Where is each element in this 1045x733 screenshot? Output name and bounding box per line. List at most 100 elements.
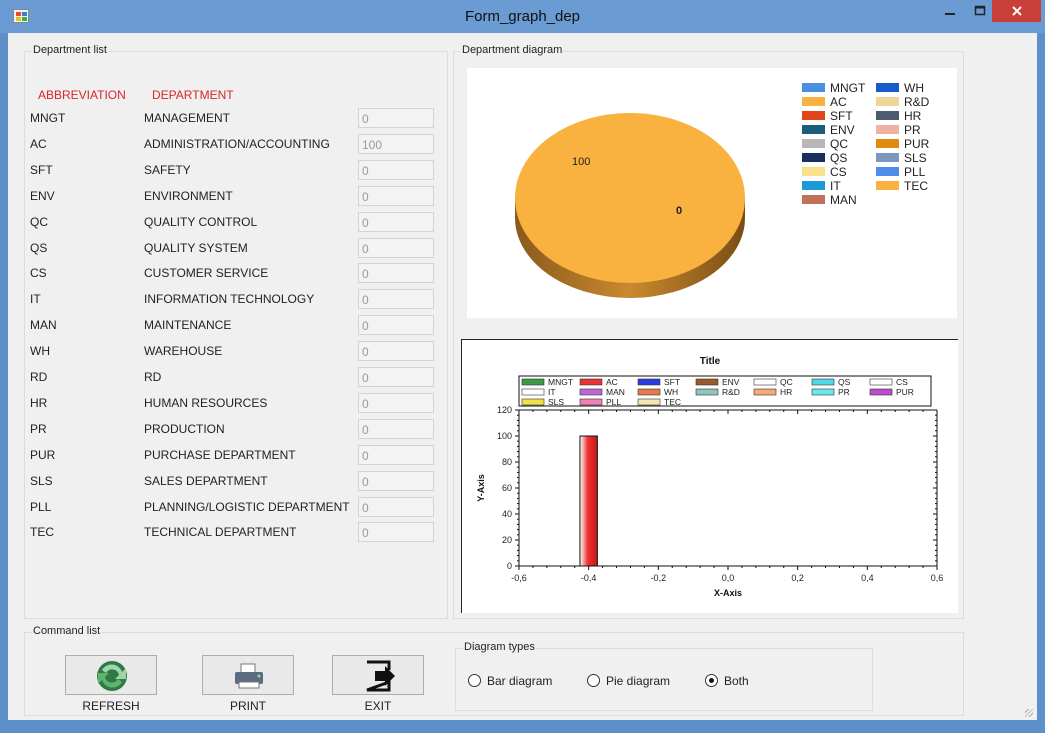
department-abbreviation: QC — [30, 214, 48, 229]
bar-legend-swatch — [521, 378, 545, 386]
x-axis-title: X-Axis — [714, 588, 742, 598]
bar-chart-title: Title — [700, 356, 721, 367]
department-value-field[interactable]: 0 — [358, 418, 434, 439]
department-row: PLL PLANNING/LOGISTIC DEPARTMENT 0 — [25, 496, 447, 517]
department-value-field[interactable]: 0 — [358, 289, 434, 310]
y-tick-label: 80 — [502, 457, 512, 467]
refresh-icon — [97, 661, 127, 691]
bar-legend-label: PR — [838, 387, 850, 397]
department-row: QC QUALITY CONTROL 0 — [25, 211, 447, 232]
pie-legend-swatch — [802, 125, 825, 134]
department-name: QUALITY SYSTEM — [144, 240, 248, 255]
department-value-field[interactable]: 0 — [358, 108, 434, 128]
pie-legend-swatch — [802, 195, 825, 204]
bar-legend-label: SFT — [664, 377, 680, 387]
close-icon — [1011, 6, 1022, 16]
department-value-field[interactable]: 0 — [358, 263, 434, 284]
pie-legend-swatch — [802, 83, 825, 92]
department-value-field[interactable]: 0 — [358, 470, 434, 491]
department-value-field[interactable]: 0 — [358, 496, 434, 517]
minimize-button[interactable] — [930, 0, 970, 22]
pie-chart: 100 0 — [515, 113, 745, 298]
department-diagram-group: Department diagram 100 0 MNGT AC SFT ENV QC Q… — [453, 44, 964, 619]
bar-legend-swatch — [753, 388, 777, 396]
pie-chart-panel: 100 0 MNGT AC SFT ENV QC QS CS IT MAN WH R&D HR PR PU… — [467, 68, 957, 318]
pie-legend-label: HR — [904, 109, 922, 123]
pie-legend-swatch — [802, 167, 825, 176]
printer-icon — [235, 663, 263, 689]
pie-label-ac: 100 — [572, 156, 590, 168]
department-abbreviation: PUR — [30, 447, 56, 462]
department-value-field[interactable]: 0 — [358, 159, 434, 180]
bar-legend-label: QC — [780, 377, 793, 387]
department-value-field[interactable]: 0 — [358, 237, 434, 258]
department-name: MANAGEMENT — [144, 111, 231, 125]
print-button[interactable] — [202, 655, 294, 695]
department-value-field[interactable]: 0 — [358, 522, 434, 543]
bar-legend-swatch — [637, 378, 661, 386]
department-value-field[interactable]: 0 — [358, 444, 434, 465]
department-value-field[interactable]: 0 — [358, 315, 434, 336]
pie-legend-swatch — [876, 111, 899, 120]
department-value-field[interactable]: 0 — [358, 367, 434, 387]
x-tick-label: 0,2 — [791, 573, 804, 583]
department-name: SAFETY — [144, 162, 191, 177]
department-row: WH WAREHOUSE 0 — [25, 341, 447, 362]
pie-legend-swatch — [802, 111, 825, 120]
both-radio[interactable] — [705, 674, 718, 687]
y-tick-label: 0 — [507, 561, 512, 571]
bar-legend-swatch — [579, 398, 603, 406]
pie-legend-swatch — [802, 153, 825, 162]
pie-legend-swatch — [876, 181, 899, 190]
department-value-field[interactable]: 0 — [358, 341, 434, 362]
pie-legend-label: QS — [830, 151, 848, 165]
refresh-button[interactable] — [65, 655, 157, 695]
pie-slice-ac — [515, 113, 745, 283]
refresh-label: REFRESH — [82, 699, 140, 713]
resize-grip[interactable] — [1025, 709, 1033, 717]
department-list-label: Department list — [32, 44, 108, 56]
department-value-field[interactable]: 0 — [358, 211, 434, 232]
x-tick-label: 0,0 — [722, 573, 735, 583]
department-value-field[interactable]: 0 — [358, 392, 434, 413]
department-row: HR HUMAN RESOURCES 0 — [25, 392, 447, 413]
y-axis-title: Y-Axis — [476, 474, 486, 502]
bar-legend-label: CS — [896, 377, 908, 387]
close-button[interactable] — [992, 0, 1041, 22]
department-value-field[interactable]: 100 — [358, 133, 434, 154]
department-name: PLANNING/LOGISTIC DEPARTMENT — [144, 499, 350, 514]
pie-diagram-radio[interactable] — [587, 674, 600, 687]
department-row: MAN MAINTENANCE 0 — [25, 315, 447, 336]
bar-legend-label: AC — [606, 377, 618, 387]
bar-diagram-radio[interactable] — [468, 674, 481, 687]
app-icon[interactable] — [13, 9, 29, 23]
department-row: QS QUALITY SYSTEM 0 — [25, 237, 447, 258]
department-row: AC ADMINISTRATION/ACCOUNTING 100 — [25, 133, 447, 154]
department-row: ENV ENVIRONMENT 0 — [25, 185, 447, 206]
y-tick-label: 60 — [502, 483, 512, 493]
bar-legend-label: MNGT — [548, 377, 573, 387]
print-label: PRINT — [230, 699, 266, 713]
pie-legend-label: CS — [830, 165, 847, 179]
both-label[interactable]: Both — [724, 674, 749, 688]
bar-legend-swatch — [637, 388, 661, 396]
exit-button[interactable] — [332, 655, 424, 695]
x-tick-label: 0,6 — [931, 573, 944, 583]
department-name: HUMAN RESOURCES — [144, 395, 268, 410]
department-name: TECHNICAL DEPARTMENT — [144, 525, 297, 540]
bar-legend-swatch — [869, 388, 893, 396]
bar-diagram-label[interactable]: Bar diagram — [487, 674, 553, 688]
title-bar[interactable]: Form_graph_dep — [0, 0, 1045, 33]
maximize-button[interactable] — [966, 0, 994, 22]
pie-legend-label: PLL — [904, 165, 926, 179]
department-abbreviation: MAN — [30, 318, 57, 333]
department-abbreviation: QS — [30, 240, 48, 255]
department-value-field[interactable]: 0 — [358, 185, 434, 206]
y-tick-label: 40 — [502, 509, 512, 519]
pie-legend-swatch — [802, 181, 825, 190]
pie-legend-label: QC — [830, 137, 848, 151]
department-row: SLS SALES DEPARTMENT 0 — [25, 470, 447, 491]
pie-diagram-label[interactable]: Pie diagram — [606, 674, 671, 688]
abbreviation-header: ABBREVIATION — [38, 88, 126, 102]
pie-legend-swatch — [802, 139, 825, 148]
